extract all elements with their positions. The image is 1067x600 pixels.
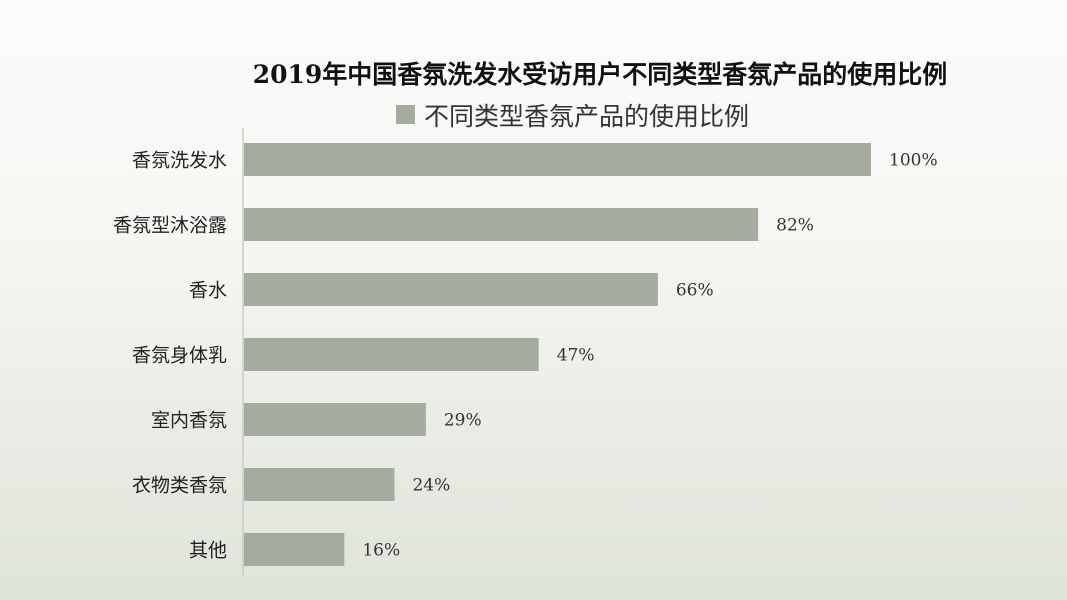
- bar-4: [244, 338, 539, 371]
- bars-group: 香氛洗发水 100% 香氛型沐浴露 82% 香水 66% 香氛身体乳 47% 室内香氛 29% 衣物…: [113, 143, 938, 566]
- category-label-6: 衣物类香氛: [132, 475, 227, 497]
- data-label-2: 82%: [776, 216, 814, 236]
- chart-title: 2019年中国香氛洗发水受访用户不同类型香氛产品的使用比例: [253, 60, 948, 89]
- bar-5: [244, 403, 426, 436]
- bar-3: [244, 273, 658, 306]
- data-label-4: 47%: [557, 346, 595, 366]
- data-label-6: 24%: [412, 476, 450, 496]
- category-label-2: 香氛型沐浴露: [113, 215, 227, 237]
- category-label-5: 室内香氛: [151, 410, 227, 432]
- bar-6: [244, 468, 395, 501]
- legend-swatch: [396, 105, 415, 124]
- bar-1: [244, 143, 871, 176]
- legend-label: 不同类型香氛产品的使用比例: [424, 102, 749, 131]
- bar-2: [244, 208, 759, 241]
- bar-7: [244, 533, 345, 566]
- category-label-1: 香氛洗发水: [132, 150, 227, 172]
- data-label-5: 29%: [444, 411, 482, 431]
- data-label-3: 66%: [676, 281, 714, 301]
- legend: 不同类型香氛产品的使用比例: [396, 102, 749, 131]
- data-label-1: 100%: [889, 151, 938, 171]
- data-label-7: 16%: [362, 541, 400, 561]
- category-label-4: 香氛身体乳: [132, 345, 227, 367]
- category-label-7: 其他: [189, 540, 227, 562]
- category-label-3: 香水: [189, 280, 227, 302]
